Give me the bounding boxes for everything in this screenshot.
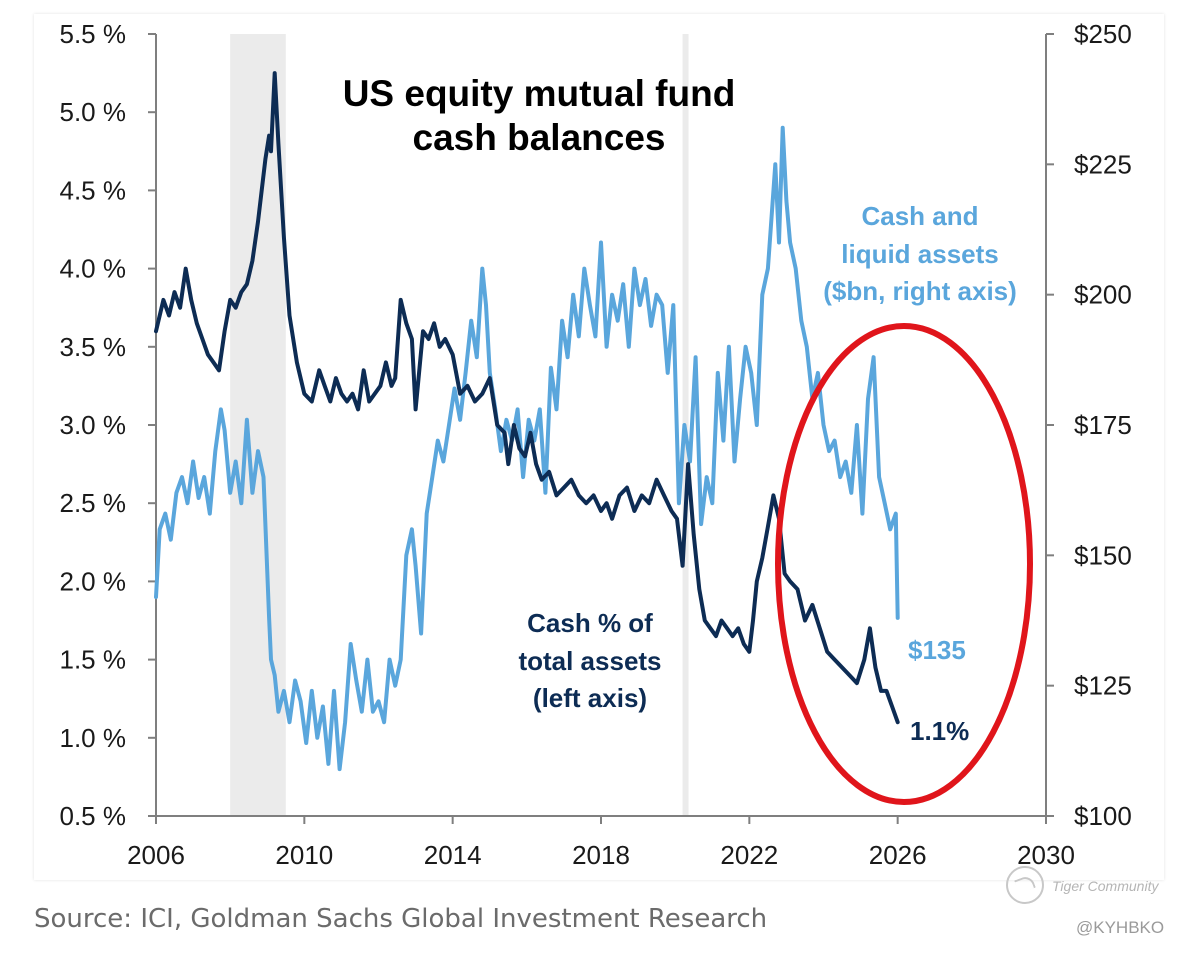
left-tick-label: 2.0 %: [60, 566, 127, 596]
x-tick-label: 2018: [572, 840, 630, 870]
series-label-line-1: Cash and: [861, 201, 978, 231]
tiger-logo-icon: [1006, 866, 1044, 904]
axes: 0.5 % 1.0 % 1.5 % 2.0 % 2.5 % 3.0 % 3.5 % 4.0 %…: [60, 19, 1132, 870]
series-label-line-1: Cash % of: [527, 608, 653, 638]
right-tick-label: $250: [1074, 19, 1132, 49]
series-label-line-2: liquid assets: [841, 239, 999, 269]
chart: 0.5 % 1.0 % 1.5 % 2.0 % 2.5 % 3.0 % 3.5 % 4.0 %…: [60, 19, 1132, 870]
right-tick-label: $225: [1074, 149, 1132, 179]
right-tick-label: $100: [1074, 801, 1132, 831]
x-tick-label: 2010: [275, 840, 333, 870]
chart-title-line-2: cash balances: [413, 117, 666, 158]
end-value-label: $135: [908, 635, 966, 665]
x-tick-label: 2014: [424, 840, 482, 870]
right-tick-label: $150: [1074, 540, 1132, 570]
left-tick-label: 2.5 %: [60, 488, 127, 518]
left-tick-label: 5.0 %: [60, 97, 127, 127]
series-label-line-3: (left axis): [533, 683, 647, 713]
chart-panel: 0.5 % 1.0 % 1.5 % 2.0 % 2.5 % 3.0 % 3.5 % 4.0 %…: [34, 14, 1164, 880]
x-tick-label: 2030: [1017, 840, 1075, 870]
left-tick-label: 4.5 %: [60, 175, 127, 205]
left-tick-label: 1.5 %: [60, 645, 127, 675]
left-tick-label: 0.5 %: [60, 801, 127, 831]
left-tick-label: 3.0 %: [60, 410, 127, 440]
x-tick-label: 2022: [720, 840, 778, 870]
right-tick-label: $200: [1074, 280, 1132, 310]
right-tick-label: $125: [1074, 671, 1132, 701]
end-value-label: 1.1%: [910, 716, 969, 746]
cash-pct-line: [154, 71, 900, 725]
series-label-line-3: ($bn, right axis): [823, 276, 1017, 306]
right-tick-label: $175: [1074, 410, 1132, 440]
left-tick-label: 3.5 %: [60, 332, 127, 362]
x-tick-label: 2026: [869, 840, 927, 870]
left-tick-label: 4.0 %: [60, 254, 127, 284]
left-tick-label: 5.5 %: [60, 19, 127, 49]
watermark-community: Tiger Community: [1052, 878, 1159, 894]
source-note: Source: ICI, Goldman Sachs Global Invest…: [34, 904, 768, 934]
watermark-user: @KYHBKO: [1076, 918, 1165, 937]
x-tick-label: 2006: [127, 840, 185, 870]
chart-title-line-1: US equity mutual fund: [343, 73, 736, 114]
left-tick-label: 1.0 %: [60, 723, 127, 753]
highlight-ellipse: [775, 323, 1033, 805]
series-lines: [154, 71, 900, 772]
series-label-line-2: total assets: [518, 646, 661, 676]
